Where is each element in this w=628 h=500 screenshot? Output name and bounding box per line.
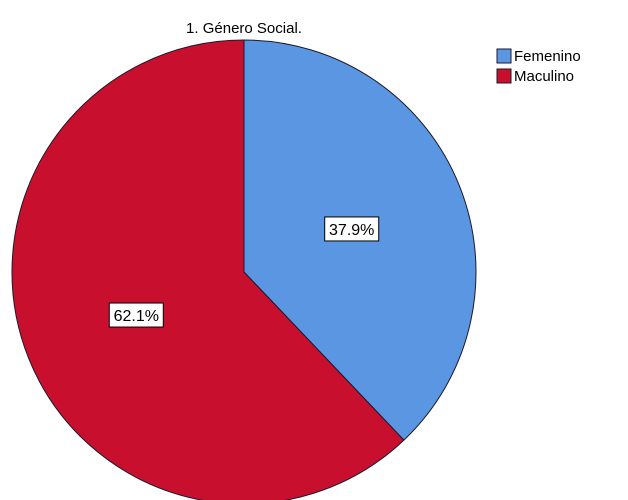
slice-label-box <box>324 216 380 242</box>
legend-swatch-maculino <box>496 68 512 84</box>
chart-title: 1. Género Social. <box>186 20 302 37</box>
pie-slice-maculino <box>11 39 405 500</box>
slice-label-maculino: 62.1% <box>108 302 164 328</box>
pie-slices <box>11 39 477 500</box>
legend: Femenino Maculino <box>496 48 581 85</box>
legend-swatch-femenino <box>496 48 512 64</box>
slice-label-femenino: 37.9% <box>324 216 380 242</box>
slice-label-box <box>108 302 164 328</box>
legend-label-maculino: Maculino <box>514 68 574 85</box>
legend-label-femenino: Femenino <box>514 48 581 65</box>
slice-label-text: 62.1% <box>114 308 159 325</box>
slice-label-text: 37.9% <box>329 222 374 239</box>
slice-labels: 37.9% 62.1% <box>108 216 380 328</box>
